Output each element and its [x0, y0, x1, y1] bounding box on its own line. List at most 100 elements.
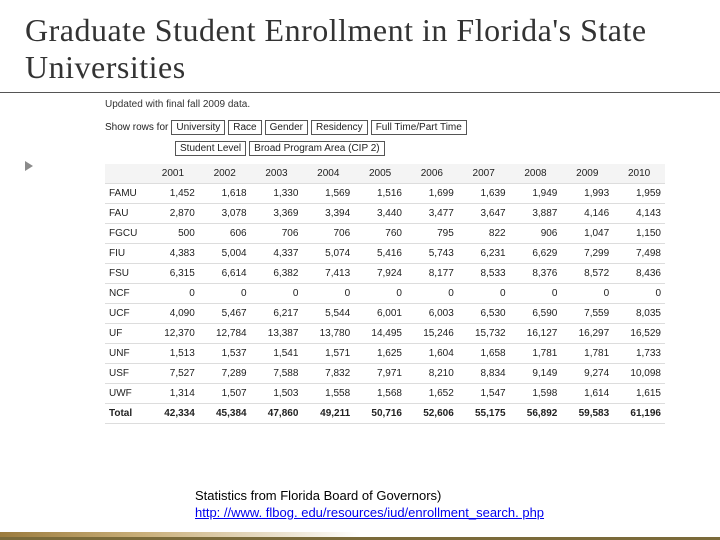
filter-gender[interactable]: Gender: [265, 120, 308, 135]
cell: 7,289: [199, 363, 251, 383]
cell: 1,733: [613, 343, 665, 363]
col-year: 2009: [561, 164, 613, 184]
cell: 1,639: [458, 183, 510, 203]
cell: 0: [251, 283, 303, 303]
cell: 1,503: [251, 383, 303, 403]
filter-row-2: Student Level Broad Program Area (CIP 2): [175, 141, 665, 156]
cell: 1,516: [354, 183, 406, 203]
col-year: 2010: [613, 164, 665, 184]
filter-residency[interactable]: Residency: [311, 120, 368, 135]
cell: 8,177: [406, 263, 458, 283]
cell: 3,887: [510, 203, 562, 223]
cell: 52,606: [406, 403, 458, 423]
cell: 1,781: [561, 343, 613, 363]
cell: 13,780: [302, 323, 354, 343]
table-row: USF7,5277,2897,5887,8327,9718,2108,8349,…: [105, 363, 665, 383]
cell: 3,647: [458, 203, 510, 223]
row-label: UNF: [105, 343, 147, 363]
cell: 2,870: [147, 203, 199, 223]
table-row: UF12,37012,78413,38713,78014,49515,24615…: [105, 323, 665, 343]
cell: 1,598: [510, 383, 562, 403]
table-row: FAU2,8703,0783,3693,3943,4403,4773,6473,…: [105, 203, 665, 223]
cell: 760: [354, 223, 406, 243]
filter-fulltime[interactable]: Full Time/Part Time: [371, 120, 467, 135]
cell: 795: [406, 223, 458, 243]
cell: 4,090: [147, 303, 199, 323]
col-year: 2001: [147, 164, 199, 184]
cell: 4,146: [561, 203, 613, 223]
col-year: 2007: [458, 164, 510, 184]
cell: 15,732: [458, 323, 510, 343]
col-year: 2006: [406, 164, 458, 184]
cell: 706: [251, 223, 303, 243]
filter-race[interactable]: Race: [228, 120, 261, 135]
filter-program-area[interactable]: Broad Program Area (CIP 2): [249, 141, 384, 156]
table-header-row: 2001 2002 2003 2004 2005 2006 2007 2008 …: [105, 164, 665, 184]
cell: 1,568: [354, 383, 406, 403]
cell: 6,382: [251, 263, 303, 283]
enrollment-table: 2001 2002 2003 2004 2005 2006 2007 2008 …: [105, 164, 665, 424]
source-link[interactable]: http: //www. flbog. edu/resources/iud/en…: [195, 505, 544, 520]
filter-row-1: Show rows for University Race Gender Res…: [105, 120, 665, 135]
filter-student-level[interactable]: Student Level: [175, 141, 246, 156]
cell: 15,246: [406, 323, 458, 343]
cell: 5,074: [302, 243, 354, 263]
table-row: FIU4,3835,0044,3375,0745,4165,7436,2316,…: [105, 243, 665, 263]
row-label: FAU: [105, 203, 147, 223]
row-label: FSU: [105, 263, 147, 283]
cell: 7,299: [561, 243, 613, 263]
cell: 5,416: [354, 243, 406, 263]
filter-university[interactable]: University: [171, 120, 225, 135]
cell: 1,652: [406, 383, 458, 403]
cell: 6,590: [510, 303, 562, 323]
source-caption: Statistics from Florida Board of Governo…: [195, 488, 544, 522]
cell: 7,413: [302, 263, 354, 283]
cell: 1,547: [458, 383, 510, 403]
cell: 16,529: [613, 323, 665, 343]
cell: 61,196: [613, 403, 665, 423]
cell: 3,078: [199, 203, 251, 223]
cell: 1,615: [613, 383, 665, 403]
table-row: FAMU1,4521,6181,3301,5691,5161,6991,6391…: [105, 183, 665, 203]
cell: 49,211: [302, 403, 354, 423]
cell: 1,781: [510, 343, 562, 363]
cell: 16,127: [510, 323, 562, 343]
cell: 5,544: [302, 303, 354, 323]
table-panel: Updated with final fall 2009 data. Show …: [105, 99, 665, 424]
cell: 5,743: [406, 243, 458, 263]
cell: 1,658: [458, 343, 510, 363]
cell: 1,537: [199, 343, 251, 363]
cell: 0: [510, 283, 562, 303]
cell: 55,175: [458, 403, 510, 423]
cell: 1,699: [406, 183, 458, 203]
col-blank: [105, 164, 147, 184]
cell: 12,370: [147, 323, 199, 343]
content-area: Updated with final fall 2009 data. Show …: [0, 99, 720, 424]
cell: 1,314: [147, 383, 199, 403]
table-row: UWF1,3141,5071,5031,5581,5681,6521,5471,…: [105, 383, 665, 403]
row-label: UWF: [105, 383, 147, 403]
cell: 1,959: [613, 183, 665, 203]
cell: 1,569: [302, 183, 354, 203]
cell: 1,993: [561, 183, 613, 203]
cell: 47,860: [251, 403, 303, 423]
cell: 0: [613, 283, 665, 303]
table-row: FSU6,3156,6146,3827,4137,9248,1778,5338,…: [105, 263, 665, 283]
cell: 8,533: [458, 263, 510, 283]
cell: 1,625: [354, 343, 406, 363]
cell: 3,369: [251, 203, 303, 223]
cell: 3,394: [302, 203, 354, 223]
col-year: 2008: [510, 164, 562, 184]
cell: 6,315: [147, 263, 199, 283]
page-title: Graduate Student Enrollment in Florida's…: [0, 0, 720, 93]
cell: 0: [354, 283, 406, 303]
cell: 6,001: [354, 303, 406, 323]
cell: 1,614: [561, 383, 613, 403]
cell: 3,440: [354, 203, 406, 223]
cell: 6,217: [251, 303, 303, 323]
bullet-icon: [25, 161, 33, 171]
cell: 8,210: [406, 363, 458, 383]
cell: 1,571: [302, 343, 354, 363]
col-year: 2002: [199, 164, 251, 184]
cell: 16,297: [561, 323, 613, 343]
